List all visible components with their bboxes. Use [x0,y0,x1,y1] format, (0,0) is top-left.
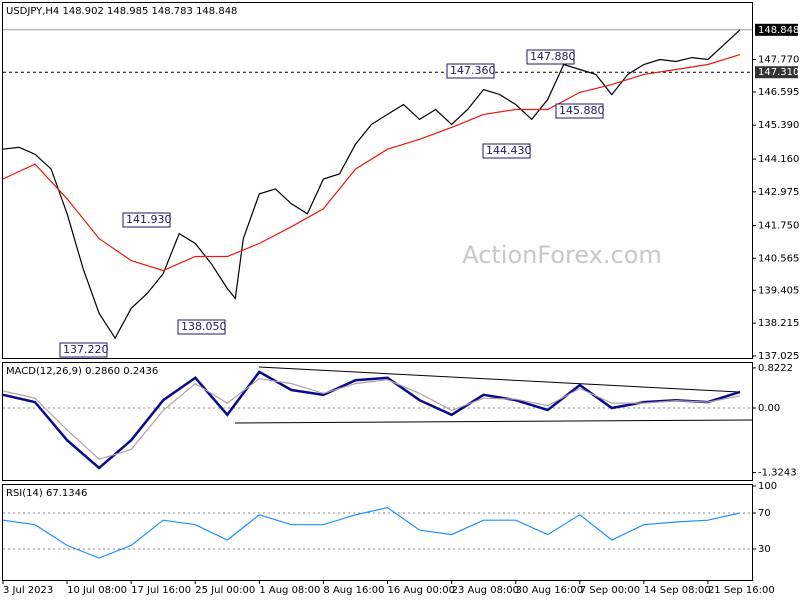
price-box-label: 147.310 [758,67,799,78]
annotation-box [59,342,108,358]
price-panel [2,2,753,359]
x-tick-label: 8 Aug 16:00 [323,585,384,596]
x-tick-label: 1 Aug 08:00 [259,585,320,596]
annotation-box [177,319,226,335]
annotation-box [482,143,531,159]
y-tick-label: 146.595 [758,87,799,98]
y-tick-label: 100 [758,481,777,492]
annotation-label: 147.360 [450,64,496,77]
annotation-box [526,49,575,65]
x-tick-label: 30 Aug 16:00 [516,585,583,596]
y-tick-label: 147.770 [758,55,799,66]
price-box [755,23,798,36]
y-tick-label: 141.750 [758,221,799,232]
series-line [2,370,741,470]
annotation-label: 145.880 [559,104,605,117]
annotation-label: 138.050 [181,320,227,333]
series-line [2,29,741,340]
x-tick-label: 21 Sep 16:00 [708,585,775,596]
annotation-label: 147.880 [530,50,576,63]
annotation-label: 137.220 [63,343,109,356]
x-tick-label: 17 Jul 16:00 [131,585,191,596]
y-tick-label: 139.405 [758,285,799,296]
trend-line [234,419,753,424]
watermark: ActionForex.com [462,241,662,269]
y-tick-label: 144.160 [758,154,799,165]
x-tick-label: 23 Aug 08:00 [452,585,519,596]
x-tick-label: 16 Aug 00:00 [388,585,455,596]
y-tick-label: 140.565 [758,253,799,264]
annotation-box [122,212,171,228]
annotation-label: 144.430 [486,144,532,157]
y-tick-label: 30 [758,544,771,555]
y-tick-label: 0.8222 [758,363,793,374]
annotation-label: 141.930 [126,213,172,226]
price-title: USDJPY,H4 148.902 148.985 148.783 148.84… [6,6,237,17]
macd-panel [2,362,753,481]
price-box-label: 148.848 [758,25,799,36]
y-tick-label: -1.3243 [758,468,797,479]
macd-title: MACD(12,26,9) 0.2860 0.2436 [6,366,158,377]
y-tick-label: 138.215 [758,318,799,329]
x-tick-label: 3 Jul 2023 [3,585,53,596]
series-line [2,54,741,272]
y-tick-label: 0.00 [758,403,780,414]
annotation-box [555,103,604,119]
y-tick-label: 145.390 [758,120,799,131]
price-box [755,66,798,79]
x-tick-label: 10 Jul 08:00 [67,585,127,596]
y-tick-label: 142.975 [758,187,799,198]
rsi-panel [2,484,753,581]
y-tick-label: 70 [758,508,771,519]
x-tick-label: 25 Jul 00:00 [195,585,255,596]
series-line [2,506,741,559]
rsi-title: RSI(14) 67.1346 [6,488,87,499]
x-tick-label: 7 Sep 00:00 [580,585,640,596]
y-tick-label: 137.025 [758,351,799,362]
trend-line [258,366,740,393]
annotation-box [446,63,495,79]
series-line [2,378,741,460]
x-tick-label: 14 Sep 08:00 [644,585,711,596]
